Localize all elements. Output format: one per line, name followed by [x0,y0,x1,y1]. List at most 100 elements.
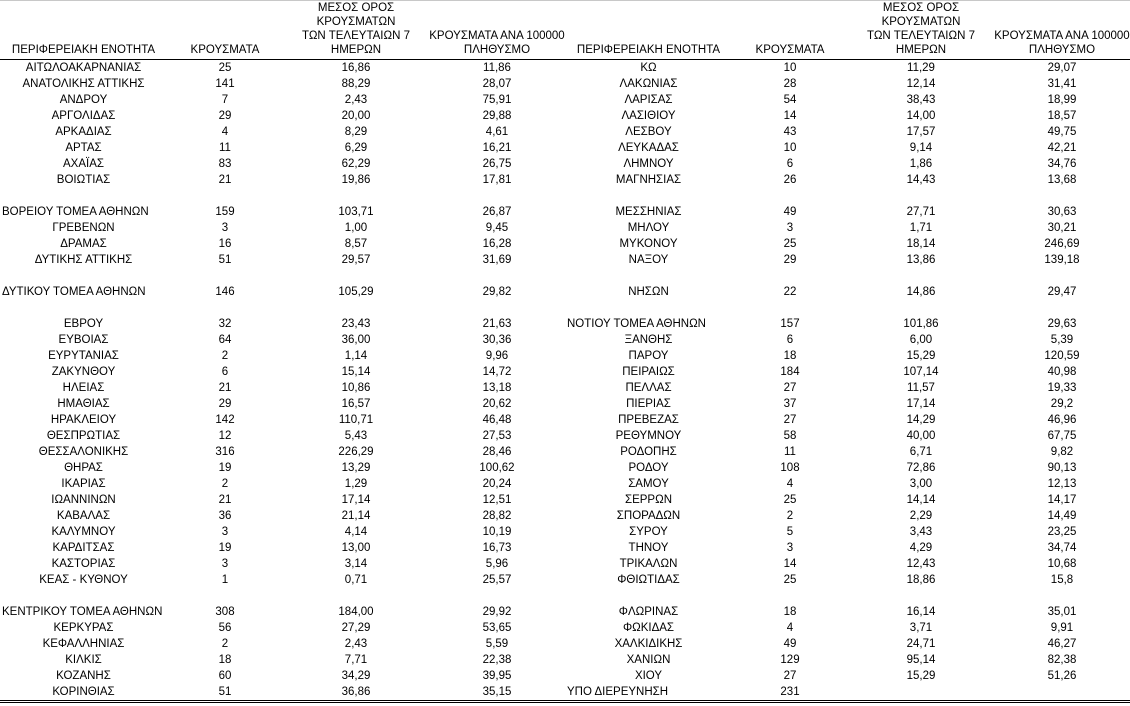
table-row[interactable]: ΒΟΙΩΤΙΑΣ 21 19,86 17,81 [0,172,565,188]
cell-cases-per-100k: 100,62 [479,462,515,474]
cell-cases-per-100k [994,684,1130,701]
table-row[interactable]: ΚΑΡΔΙΤΣΑΣ 19 13,00 16,73 [0,540,565,556]
table-row[interactable]: ΛΑΣΙΘΙΟΥ 14 14,00 18,57 [565,108,1130,124]
table-row[interactable]: ΣΥΡΟΥ 5 3,43 23,25 [565,524,1130,540]
table-row[interactable]: ΚΩ 10 11,29 29,07 [565,60,1130,77]
table-row[interactable]: ΚΑΣΤΟΡΙΑΣ 3 3,14 5,96 [0,556,565,572]
table-row[interactable]: ΦΛΩΡΙΝΑΣ 18 16,14 35,01 [565,604,1130,620]
table-row[interactable]: ΙΚΑΡΙΑΣ 2 1,29 20,24 [0,476,565,492]
cell-cases-per-100k: 46,96 [1047,414,1077,426]
table-row[interactable]: ΕΥΡΥΤΑΝΙΑΣ 2 1,14 9,96 [0,348,565,364]
table-row[interactable]: ΑΧΑΪΑΣ 83 62,29 26,75 [0,156,565,172]
table-row[interactable]: ΝΟΤΙΟΥ ΤΟΜΕΑ ΑΘΗΝΩΝ 157 101,86 29,63 [565,316,1130,332]
table-row[interactable]: ΔΥΤΙΚΟΥ ΤΟΜΕΑ ΑΘΗΝΩΝ 146 105,29 29,82 [0,284,565,300]
table-row[interactable]: ΕΒΡΟΥ 32 23,43 21,63 [0,316,565,332]
table-row[interactable]: ΘΕΣΣΑΛΟΝΙΚΗΣ 316 226,29 28,46 [0,444,565,460]
cell-cases: 316 [215,446,235,458]
table-spacer-row [0,588,565,604]
table-row[interactable]: ΠΡΕΒΕΖΑΣ 27 14,29 46,96 [565,412,1130,428]
table-row[interactable]: ΜΑΓΝΗΣΙΑΣ 26 14,43 13,68 [565,172,1130,188]
table-row[interactable]: ΗΜΑΘΙΑΣ 29 16,57 20,62 [0,396,565,412]
cell-cases-per-100k: 53,65 [482,622,512,634]
cell-cases-per-100k: 9,91 [1050,622,1074,634]
spacer-cell [848,188,994,204]
table-row[interactable]: ΘΕΣΠΡΩΤΙΑΣ 12 5,43 27,53 [0,428,565,444]
table-row[interactable]: ΑΝΔΡΟΥ 7 2,43 75,91 [0,92,565,108]
cell-region-name: ΣΠΟΡΑΔΩΝ [616,510,681,522]
table-row[interactable]: ΠΑΡΟΥ 18 15,29 120,59 [565,348,1130,364]
table-row[interactable]: ΠΕΛΛΑΣ 27 11,57 19,33 [565,380,1130,396]
column-header-per100k-line1: ΚΡΟΥΣΜΑΤΑ ΑΝΑ 100000 [994,30,1130,42]
table-row[interactable]: ΚΕΦΑΛΛΗΝΙΑΣ 2 2,43 5,59 [0,636,565,652]
table-row[interactable]: ΠΙΕΡΙΑΣ 37 17,14 29,2 [565,396,1130,412]
spacer-cell [848,268,994,284]
table-row[interactable]: ΔΥΤΙΚΗΣ ΑΤΤΙΚΗΣ 51 29,57 31,69 [0,252,565,268]
table-row[interactable]: ΗΡΑΚΛΕΙΟΥ 142 110,71 46,48 [0,412,565,428]
table-row[interactable]: ΜΗΛΟΥ 3 1,71 30,21 [565,220,1130,236]
cell-cases-per-100k: 10,19 [482,526,512,538]
cell-avg-7day: 18,14 [906,238,936,250]
table-row[interactable]: ΝΑΞΟΥ 29 13,86 139,18 [565,252,1130,268]
table-row[interactable]: ΚΙΛΚΙΣ 18 7,71 22,38 [0,652,565,668]
cell-region-name: ΣΥΡΟΥ [629,526,668,538]
cell-avg-7day: 226,29 [338,446,374,458]
table-row[interactable]: ΣΠΟΡΑΔΩΝ 2 2,29 14,49 [565,508,1130,524]
table-row[interactable]: ΑΙΤΩΛΟΑΚΑΡΝΑΝΙΑΣ 25 16,86 11,86 [0,60,565,77]
table-row[interactable]: ΡΕΘΥΜΝΟΥ 58 40,00 67,75 [565,428,1130,444]
table-row[interactable]: ΣΕΡΡΩΝ 25 14,14 14,17 [565,492,1130,508]
cell-region-name: ΛΑΡΙΣΑΣ [624,94,673,106]
table-row[interactable]: ΤΗΝΟΥ 3 4,29 34,74 [565,540,1130,556]
table-row[interactable]: ΡΟΔΟΠΗΣ 11 6,71 9,82 [565,444,1130,460]
table-row[interactable]: ΦΘΙΩΤΙΔΑΣ 25 18,86 15,8 [565,572,1130,588]
cell-avg-7day: 72,86 [906,462,936,474]
cell-region-name: ΕΒΡΟΥ [63,318,104,330]
table-row[interactable]: ΛΑΡΙΣΑΣ 54 38,43 18,99 [565,92,1130,108]
table-row[interactable]: ΙΩΑΝΝΙΝΩΝ 21 17,14 12,51 [0,492,565,508]
cell-cases-per-100k: 29,07 [1047,62,1077,74]
table-row[interactable]: ΘΗΡΑΣ 19 13,29 100,62 [0,460,565,476]
table-row[interactable]: ΔΡΑΜΑΣ 16 8,57 16,28 [0,236,565,252]
table-row[interactable]: ΧΑΝΙΩΝ 129 95,14 82,38 [565,652,1130,668]
table-row[interactable]: ΜΕΣΣΗΝΙΑΣ 49 27,71 30,63 [565,204,1130,220]
cell-avg-7day: 27,71 [906,206,936,218]
table-row[interactable]: ΑΡΓΟΛΙΔΑΣ 29 20,00 29,88 [0,108,565,124]
table-row[interactable]: ΛΕΥΚΑΔΑΣ 10 9,14 42,21 [565,140,1130,156]
table-row[interactable]: ΝΗΣΩΝ 22 14,86 29,47 [565,284,1130,300]
table-row[interactable]: ΖΑΚΥΝΘΟΥ 6 15,14 14,72 [0,364,565,380]
table-row[interactable]: ΜΥΚΟΝΟΥ 25 18,14 246,69 [565,236,1130,252]
table-row[interactable]: ΦΩΚΙΔΑΣ 4 3,71 9,91 [565,620,1130,636]
table-row[interactable]: ΑΡΤΑΣ 11 6,29 16,21 [0,140,565,156]
table-row[interactable]: ΗΛΕΙΑΣ 21 10,86 13,18 [0,380,565,396]
table-row[interactable]: ΚΕΝΤΡΙΚΟΥ ΤΟΜΕΑ ΑΘΗΝΩΝ 308 184,00 29,92 [0,604,565,620]
table-row[interactable]: ΑΡΚΑΔΙΑΣ 4 8,29 4,61 [0,124,565,140]
table-row[interactable]: ΧΑΛΚΙΔΙΚΗΣ 49 24,71 46,27 [565,636,1130,652]
table-row[interactable]: ΛΑΚΩΝΙΑΣ 28 12,14 31,41 [565,76,1130,92]
cell-cases: 12 [218,430,232,442]
table-row[interactable]: ΒΟΡΕΙΟΥ ΤΟΜΕΑ ΑΘΗΝΩΝ 159 103,71 26,87 [0,204,565,220]
table-row[interactable]: ΣΑΜΟΥ 4 3,00 12,13 [565,476,1130,492]
table-row[interactable]: ΑΝΑΤΟΛΙΚΗΣ ΑΤΤΙΚΗΣ 141 88,29 28,07 [0,76,565,92]
table-row[interactable]: ΚΕΡΚΥΡΑΣ 56 27,29 53,65 [0,620,565,636]
cell-avg-7day: 24,71 [906,638,936,650]
cell-cases-per-100k: 30,36 [482,334,512,346]
cell-cases-per-100k: 29,92 [482,606,512,618]
table-row[interactable]: ΡΟΔΟΥ 108 72,86 90,13 [565,460,1130,476]
table-row[interactable]: ΞΑΝΘΗΣ 6 6,00 5,39 [565,332,1130,348]
cell-cases-per-100k: 14,49 [1047,510,1077,522]
table-row[interactable]: ΚΟΖΑΝΗΣ 60 34,29 39,95 [0,668,565,684]
table-row[interactable]: ΧΙΟΥ 27 15,29 51,26 [565,668,1130,684]
table-row[interactable]: ΕΥΒΟΙΑΣ 64 36,00 30,36 [0,332,565,348]
table-row[interactable]: ΥΠΟ ΔΙΕΡΕΥΝΗΣΗ 231 [565,684,1130,701]
table-row[interactable]: ΚΑΒΑΛΑΣ 36 21,14 28,82 [0,508,565,524]
table-row[interactable]: ΚΕΑΣ - ΚΥΘΝΟΥ 1 0,71 25,57 [0,572,565,588]
table-row[interactable]: ΚΑΛΥΜΝΟΥ 3 4,14 10,19 [0,524,565,540]
cell-region-name: ΑΙΤΩΛΟΑΚΑΡΝΑΝΙΑΣ [25,62,142,74]
cell-region-name: ΑΡΚΑΔΙΑΣ [55,126,112,138]
table-row[interactable]: ΛΗΜΝΟΥ 6 1,86 34,76 [565,156,1130,172]
table-row[interactable]: ΠΕΙΡΑΙΩΣ 184 107,14 40,98 [565,364,1130,380]
cell-cases: 4 [786,478,794,490]
table-row[interactable]: ΓΡΕΒΕΝΩΝ 3 1,00 9,45 [0,220,565,236]
table-row[interactable]: ΤΡΙΚΑΛΩΝ 14 12,43 10,68 [565,556,1130,572]
table-row[interactable]: ΛΕΣΒΟΥ 43 17,57 49,75 [565,124,1130,140]
table-row[interactable]: ΚΟΡΙΝΘΙΑΣ 51 36,86 35,15 [0,684,565,701]
